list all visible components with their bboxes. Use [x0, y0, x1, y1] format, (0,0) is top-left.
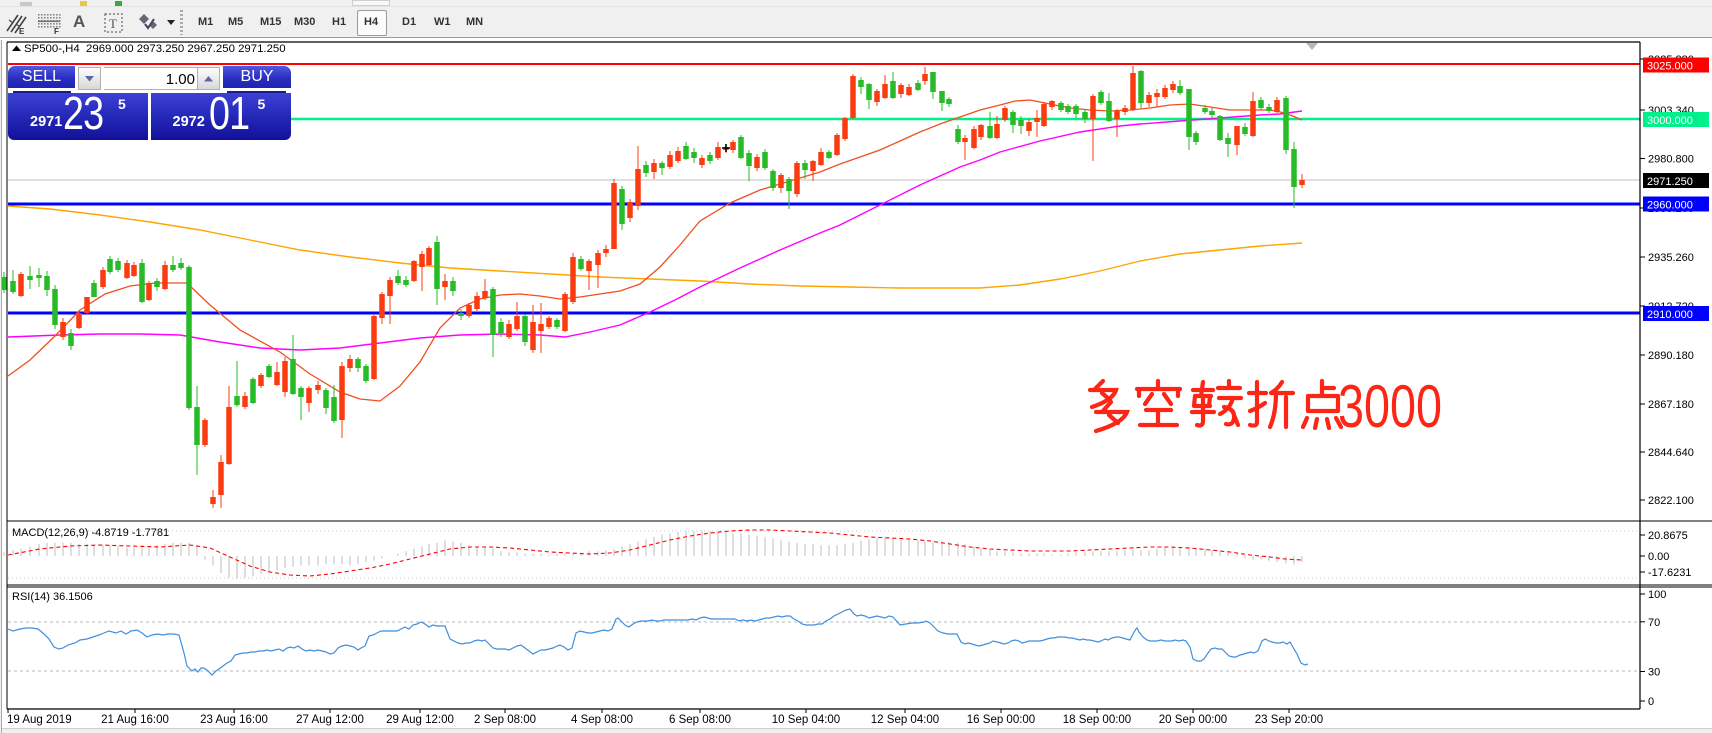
svg-text:3000.000: 3000.000 [1647, 115, 1693, 127]
svg-text:SP500-,H4 2969.000 2973.250 2: SP500-,H4 2969.000 2973.250 2967.250 297… [24, 43, 286, 55]
svg-text:2 Sep 08:00: 2 Sep 08:00 [474, 714, 536, 726]
svg-text:2971.250: 2971.250 [1647, 176, 1693, 188]
svg-text:2867.180: 2867.180 [1648, 399, 1694, 411]
svg-text:F: F [54, 27, 59, 35]
svg-text:18 Sep 00:00: 18 Sep 00:00 [1063, 714, 1131, 726]
svg-text:RSI(14) 36.1506: RSI(14) 36.1506 [12, 591, 93, 603]
svg-text:2890.180: 2890.180 [1648, 350, 1694, 362]
svg-text:3025.000: 3025.000 [1647, 61, 1693, 73]
svg-text:0: 0 [1648, 696, 1654, 708]
svg-text:10 Sep 04:00: 10 Sep 04:00 [772, 714, 840, 726]
svg-text:16 Sep 00:00: 16 Sep 00:00 [967, 714, 1035, 726]
svg-text:2935.260: 2935.260 [1648, 252, 1694, 264]
svg-text:2980.800: 2980.800 [1648, 154, 1694, 166]
svg-text:23 Sep 20:00: 23 Sep 20:00 [1255, 714, 1323, 726]
svg-text:19 Aug 2019: 19 Aug 2019 [7, 714, 72, 726]
svg-text:23 Aug 16:00: 23 Aug 16:00 [200, 714, 268, 726]
svg-text:MACD(12,26,9) -4.8719 -1.7781: MACD(12,26,9) -4.8719 -1.7781 [12, 527, 169, 539]
svg-text:E: E [19, 27, 25, 35]
svg-text:70: 70 [1648, 617, 1660, 629]
svg-text:2910.000: 2910.000 [1647, 309, 1693, 321]
svg-text:4 Sep 08:00: 4 Sep 08:00 [571, 714, 633, 726]
svg-text:30: 30 [1648, 667, 1660, 679]
svg-text:2822.100: 2822.100 [1648, 495, 1694, 507]
svg-text:29 Aug 12:00: 29 Aug 12:00 [386, 714, 454, 726]
svg-text:20.8675: 20.8675 [1648, 530, 1688, 542]
svg-text:21 Aug 16:00: 21 Aug 16:00 [101, 714, 169, 726]
svg-text:0.00: 0.00 [1648, 551, 1669, 563]
svg-text:27 Aug 12:00: 27 Aug 12:00 [296, 714, 364, 726]
svg-text:-17.6231: -17.6231 [1648, 567, 1691, 579]
svg-text:6 Sep 08:00: 6 Sep 08:00 [669, 714, 731, 726]
svg-text:2960.000: 2960.000 [1647, 200, 1693, 212]
svg-text:12 Sep 04:00: 12 Sep 04:00 [871, 714, 939, 726]
svg-text:2844.640: 2844.640 [1648, 447, 1694, 459]
svg-text:3000: 3000 [1338, 373, 1442, 440]
svg-text:100: 100 [1648, 589, 1666, 601]
svg-text:T: T [109, 16, 117, 31]
svg-text:20 Sep 00:00: 20 Sep 00:00 [1159, 714, 1227, 726]
